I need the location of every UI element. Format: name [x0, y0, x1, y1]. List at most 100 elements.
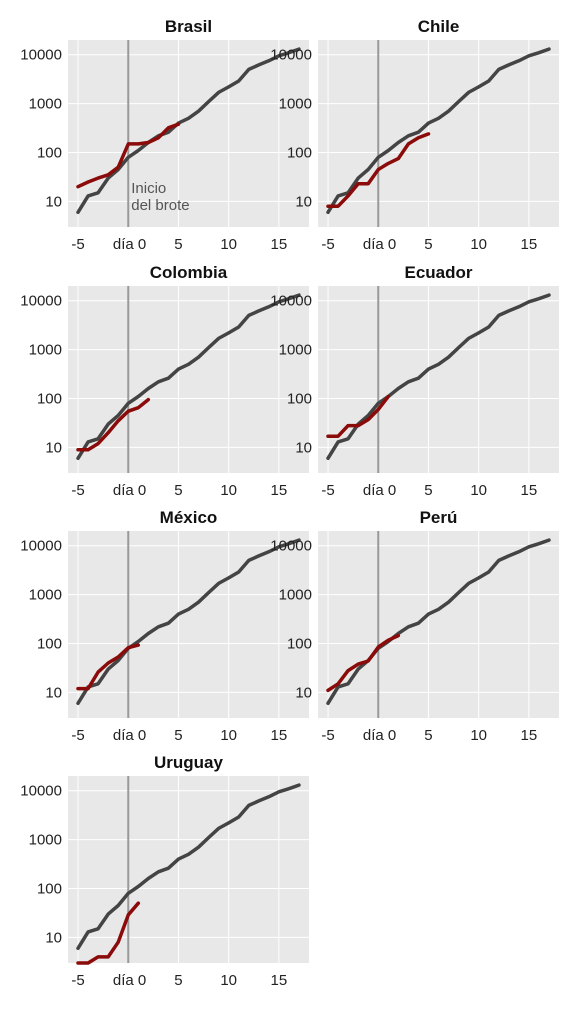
country-series-line	[76, 122, 181, 189]
annotation-del-brote: del brote	[131, 197, 189, 214]
y-tick-label: 10000	[20, 538, 62, 555]
panel-colombia: Colombia 10 100 1000 10000 -5 día 0 5 10 15	[20, 263, 309, 499]
y-tick-label: 10000	[270, 538, 312, 555]
x-tick-label: día 0	[113, 482, 146, 499]
country-series-line	[326, 394, 391, 438]
x-tick-label: día 0	[363, 236, 396, 253]
x-tick-label: 5	[174, 236, 182, 253]
plot-background	[68, 286, 309, 473]
x-tick-label: 15	[271, 727, 288, 744]
y-tick-label: 10000	[20, 293, 62, 310]
reference-series-line	[326, 293, 551, 461]
x-tick-label: 10	[220, 727, 237, 744]
y-tick-label: 10	[45, 439, 62, 456]
panel-title: Colombia	[150, 263, 228, 282]
country-series-line	[76, 901, 141, 965]
x-tick-label: 10	[220, 972, 237, 989]
panel-uruguay: Uruguay 10 100 1000 10000 -5 día 0 5 10 15	[20, 753, 309, 989]
panel-title: Chile	[418, 17, 460, 36]
x-tick-label: 15	[521, 482, 538, 499]
plot-background	[68, 776, 309, 963]
reference-series-line	[76, 783, 301, 951]
x-tick-label: 10	[220, 482, 237, 499]
y-tick-label: 10000	[20, 783, 62, 800]
plot-background	[318, 286, 559, 473]
y-tick-label: 10	[295, 193, 312, 210]
panel-peru: Perú 10 100 1000 10000 -5 día 0 5 10 15	[270, 508, 559, 744]
x-tick-label: -5	[71, 727, 84, 744]
y-tick-label: 100	[287, 391, 312, 408]
annotation-inicio: Inicio	[131, 180, 166, 197]
panel-chile: Chile 10 100 1000 10000 -5 día 0 5 10 15	[270, 17, 559, 253]
x-tick-label: -5	[71, 972, 84, 989]
y-tick-label: 100	[287, 145, 312, 162]
y-tick-label: 1000	[279, 342, 312, 359]
x-tick-label: -5	[321, 727, 334, 744]
country-series-line	[76, 643, 141, 691]
panel-title: Ecuador	[404, 263, 472, 282]
x-tick-label: día 0	[363, 727, 396, 744]
x-tick-label: 15	[271, 236, 288, 253]
plot-background	[318, 531, 559, 718]
x-tick-label: día 0	[113, 972, 146, 989]
x-tick-label: -5	[321, 236, 334, 253]
x-tick-label: -5	[321, 482, 334, 499]
reference-series-line	[76, 538, 301, 706]
x-tick-label: 5	[174, 482, 182, 499]
y-tick-label: 1000	[29, 96, 62, 113]
y-tick-label: 100	[37, 145, 62, 162]
panel-mexico: México 10 100 1000 10000 -5 día 0 5 10 15	[20, 508, 309, 744]
plot-background	[68, 40, 309, 227]
x-tick-label: 15	[271, 482, 288, 499]
y-tick-label: 1000	[29, 587, 62, 604]
y-tick-label: 1000	[279, 96, 312, 113]
x-tick-label: 10	[470, 482, 487, 499]
x-tick-label: 5	[424, 236, 432, 253]
x-tick-label: día 0	[113, 236, 146, 253]
reference-series-line	[76, 47, 301, 215]
y-tick-label: 100	[37, 881, 62, 898]
y-tick-label: 10000	[20, 47, 62, 64]
y-tick-label: 100	[37, 391, 62, 408]
y-tick-label: 10	[295, 439, 312, 456]
country-series-line	[76, 397, 151, 452]
x-tick-label: 15	[521, 727, 538, 744]
x-tick-label: 10	[220, 236, 237, 253]
y-tick-label: 1000	[29, 342, 62, 359]
x-tick-label: 5	[424, 482, 432, 499]
x-tick-label: 5	[174, 972, 182, 989]
y-tick-label: 10	[295, 684, 312, 701]
x-tick-label: -5	[71, 482, 84, 499]
reference-series-line	[326, 47, 551, 215]
x-tick-label: 15	[521, 236, 538, 253]
x-tick-label: 10	[470, 727, 487, 744]
panel-title: Uruguay	[154, 753, 224, 772]
country-series-line	[326, 132, 431, 208]
y-tick-label: 100	[37, 636, 62, 653]
y-tick-label: 100	[287, 636, 312, 653]
x-tick-label: día 0	[113, 727, 146, 744]
x-tick-label: 15	[271, 972, 288, 989]
plot-background	[318, 40, 559, 227]
panel-title: Brasil	[165, 17, 212, 36]
y-tick-label: 10	[45, 684, 62, 701]
y-tick-label: 1000	[279, 587, 312, 604]
x-tick-label: -5	[71, 236, 84, 253]
y-tick-label: 10	[45, 929, 62, 946]
panel-title: Perú	[420, 508, 458, 527]
x-tick-label: 5	[174, 727, 182, 744]
panel-brasil: Brasil 10 100 1000 10000 -5 día 0 5 10 15 Iniciode…	[20, 17, 309, 253]
country-series-line	[326, 633, 401, 693]
x-tick-label: 5	[424, 727, 432, 744]
x-tick-label: día 0	[363, 482, 396, 499]
y-tick-label: 10000	[270, 293, 312, 310]
plot-background	[68, 531, 309, 718]
y-tick-label: 10000	[270, 47, 312, 64]
panel-title: México	[160, 508, 218, 527]
x-tick-label: 10	[470, 236, 487, 253]
y-tick-label: 10	[45, 193, 62, 210]
panel-ecuador: Ecuador 10 100 1000 10000 -5 día 0 5 10 15	[270, 263, 559, 499]
y-tick-label: 1000	[29, 832, 62, 849]
